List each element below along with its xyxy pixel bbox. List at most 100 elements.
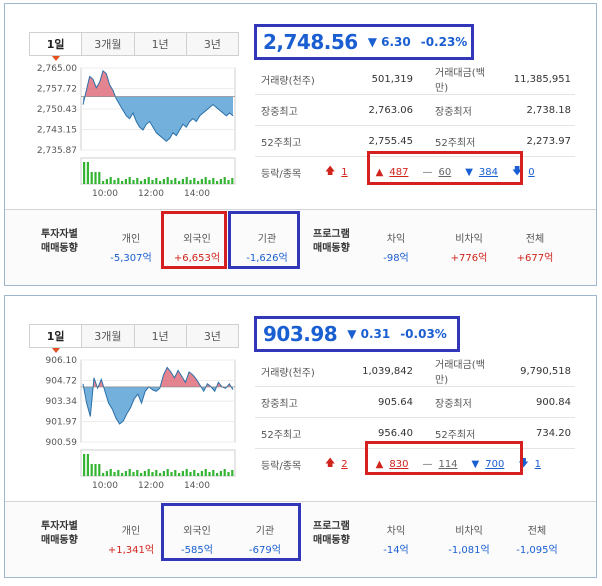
volume-bar: [128, 469, 131, 476]
up-count[interactable]: ▲ 830: [375, 459, 409, 470]
x-tick-label: 10:00: [92, 189, 118, 199]
tab-1y[interactable]: 1년: [135, 33, 187, 55]
stats-row-volume: 거래량(천주) 501,319 거래대금(백만) 11,385,951: [255, 64, 575, 95]
tab-3m[interactable]: 3개월: [82, 325, 135, 347]
tab-3m[interactable]: 3개월: [82, 33, 135, 55]
investor-trends: 투자자별 매매동향 개인 +1,341억 외국인 -585억 기관 -679억 프로그램…: [5, 501, 596, 577]
volume-bar: [155, 178, 158, 184]
area-below-baseline: [83, 386, 233, 424]
stats-row-updown: 등락/종목 🡅 1 ▲ 487 —60 ▼ 384 🡇 0: [255, 157, 575, 188]
volume-bar: [159, 473, 162, 476]
investor-header: 투자자별 매매동향: [41, 521, 78, 546]
price-highlight-box: 2,748.56 ▼ 6.30 -0.23%: [254, 24, 474, 60]
area-above-baseline: [83, 367, 232, 387]
volume-bar: [132, 180, 135, 184]
volume-bar: [113, 180, 116, 184]
volume-bar: [83, 454, 86, 476]
down-triangle-icon: ▼: [465, 167, 473, 178]
price-change-pct: -0.23%: [420, 35, 468, 49]
amount-value: 11,385,951: [513, 73, 571, 85]
program-non-arbitrage: 비차익 -1,081억: [448, 526, 490, 556]
volume-bar: [189, 472, 192, 476]
volume-value: 501,319: [371, 73, 413, 85]
volume-bar: [178, 181, 181, 184]
flat-count[interactable]: —114: [422, 459, 458, 470]
volume-bar: [162, 471, 165, 476]
volume-bar: [109, 177, 112, 184]
w52high-label: 52주최고: [261, 137, 302, 149]
x-tick-label: 12:00: [138, 481, 164, 491]
x-tick-label: 14:00: [184, 481, 210, 491]
y-tick-label: 900.59: [46, 438, 78, 448]
high-value: 2,763.06: [368, 104, 413, 116]
amount-label: 거래대금(백만): [435, 360, 485, 386]
volume-bar: [200, 179, 203, 184]
volume-bar: [98, 172, 101, 184]
volume-bar: [227, 180, 230, 184]
volume-bar: [117, 470, 120, 476]
y-tick-label: 2,735.87: [37, 146, 77, 156]
y-tick-label: 904.72: [46, 377, 78, 387]
volume-bar: [109, 469, 112, 476]
volume-bar: [124, 471, 127, 476]
y-tick-label: 906.10: [46, 356, 78, 366]
program-total: 전체 -1,095억: [516, 526, 558, 556]
volume-bar: [189, 180, 192, 184]
volume-bar: [151, 472, 154, 476]
tab-3y[interactable]: 3년: [203, 38, 221, 51]
investor-foreign: 외국인 +6,653억: [173, 234, 221, 264]
volume-bar: [124, 179, 127, 184]
index-panel-kosdaq: 1일 3개월 1년 3년 906.10 904.72 903.34 901.97 900…: [4, 295, 597, 578]
down-count[interactable]: ▼ 384: [465, 167, 498, 178]
volume-bar: [231, 470, 234, 476]
volume-bar: [216, 181, 219, 184]
volume-bar: [140, 473, 143, 476]
limit-down[interactable]: 🡇 1: [518, 456, 541, 473]
flat-count[interactable]: —60: [422, 167, 452, 178]
volume-bar: [208, 472, 211, 476]
low-label: 장중최저: [435, 398, 472, 410]
up-triangle-icon: ▲: [375, 167, 384, 178]
chart-svg: 2,765.00 2,757.72 2,750.43 2,743.15 2,735.87…: [37, 64, 236, 199]
volume-bar: [147, 469, 150, 476]
volume-bar: [178, 473, 181, 476]
updown-highlight-box: [365, 441, 523, 475]
low-label: 장중최저: [435, 106, 472, 118]
volume-bar: [193, 470, 196, 476]
high-label: 장중최고: [261, 398, 298, 410]
down-count[interactable]: ▼ 700: [471, 459, 505, 470]
x-tick-label: 12:00: [138, 189, 164, 199]
limit-down[interactable]: 🡇 0: [512, 164, 535, 181]
investor-individual: 개인 -5,307억: [110, 234, 152, 264]
investor-trends: 투자자별 매매동향 개인 -5,307억 외국인 +6,653억 기관 -1,626억 …: [5, 209, 596, 285]
tab-3y[interactable]: 3년: [203, 330, 221, 343]
volume-bar: [216, 473, 219, 476]
low-value: 900.84: [536, 396, 571, 408]
y-tick-label: 901.97: [46, 417, 78, 427]
y-tick-label: 2,765.00: [37, 64, 77, 74]
tab-1d[interactable]: 1일: [30, 325, 83, 353]
volume-bar: [170, 180, 173, 184]
index-price: 903.98: [263, 322, 338, 346]
volume-bar: [136, 178, 139, 184]
tab-1y[interactable]: 1년: [135, 325, 187, 347]
volume-bar: [83, 162, 86, 184]
low-value: 2,738.18: [526, 104, 571, 116]
up-count[interactable]: ▲ 487: [375, 167, 409, 178]
limit-up[interactable]: 🡅 2: [325, 456, 348, 473]
tab-1d[interactable]: 1일: [30, 33, 83, 61]
limit-up[interactable]: 🡅 1: [325, 164, 348, 181]
volume-bar: [212, 470, 215, 476]
volume-label: 거래량(천주): [261, 75, 315, 87]
price-change: ▼ 0.31: [347, 327, 391, 341]
volume-bar: [102, 473, 105, 476]
w52high-label: 52주최고: [261, 429, 302, 441]
stats-row-updown: 등락/종목 🡅 2 ▲ 830 —114 ▼ 700 🡇 1: [255, 449, 575, 480]
volume-bar: [155, 470, 158, 476]
w52low-value: 734.20: [536, 427, 571, 439]
foreign-institution-highlight-box: [161, 503, 301, 561]
volume-bar: [94, 172, 97, 184]
volume-bar: [219, 471, 222, 476]
volume-bar: [174, 178, 177, 184]
investor-institution: 기관 -1,626억: [246, 234, 288, 264]
